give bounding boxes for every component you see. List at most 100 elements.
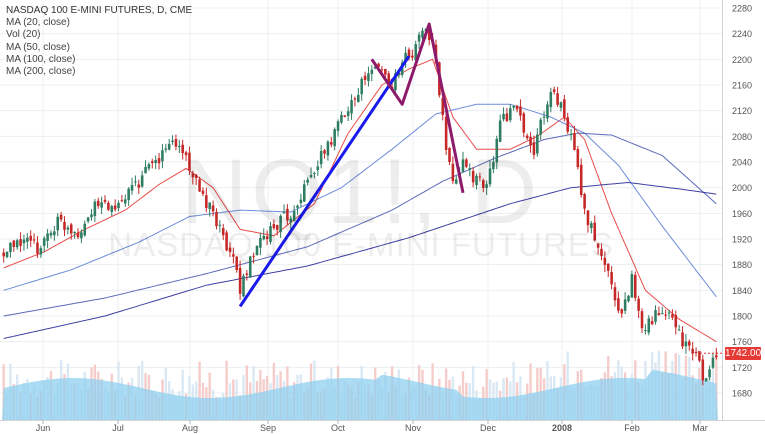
time-axis[interactable]: Jun Jul Aug Sep Oct Nov Dec 2008 Feb Mar: [36, 420, 708, 433]
candle-body: [96, 200, 100, 207]
price-tick-label: 1680: [732, 389, 752, 399]
candle-body: [80, 232, 83, 239]
candle-body: [573, 133, 576, 150]
ma200-line: [3, 181, 717, 339]
blue-trendline[interactable]: [238, 55, 411, 308]
candle-body: [610, 272, 613, 285]
candle-body: [586, 210, 590, 226]
price-axis[interactable]: 1680 1720 1760 1800 1840 1880 1920 1960 2000 2040…: [732, 4, 752, 399]
candle-body: [367, 73, 370, 81]
candle-body: [299, 199, 303, 204]
candle-body: [32, 239, 36, 241]
candle-body: [340, 114, 343, 123]
candle-body: [39, 248, 43, 255]
candle-body: [218, 224, 222, 226]
candle-body: [302, 184, 306, 202]
candle-body: [147, 164, 151, 169]
candle-body: [360, 78, 363, 95]
ma100-line: [3, 132, 717, 317]
candle-body: [623, 299, 627, 311]
candle-body: [448, 147, 451, 162]
time-tick-label: Sep: [260, 423, 276, 433]
candle-body: [127, 188, 130, 201]
candle-body: [181, 144, 184, 154]
candle-body: [637, 298, 640, 311]
chart-legend: NASDAQ 100 E-MINI FUTURES, D, CME MA (20…: [6, 5, 192, 78]
time-tick-label: Oct: [331, 423, 346, 433]
candle-body: [488, 168, 492, 185]
candle-body: [468, 168, 472, 170]
candle-body: [576, 149, 580, 168]
candle-body: [701, 359, 705, 381]
candle-body: [113, 205, 117, 210]
price-tick-label: 1760: [732, 337, 752, 347]
candle-body: [103, 199, 107, 202]
candle-body: [86, 217, 90, 222]
time-tick-label: Feb: [624, 423, 640, 433]
candle-body: [481, 180, 485, 188]
candle-body: [711, 357, 715, 368]
candle-body: [198, 179, 201, 192]
candle-body: [579, 164, 583, 196]
candle-body: [698, 351, 701, 361]
candle-body: [275, 225, 279, 230]
candle-body: [465, 159, 468, 167]
candle-body: [694, 351, 698, 354]
volume-bar: [208, 372, 211, 420]
candle-body: [215, 211, 218, 227]
legend-item-volume[interactable]: Vol (20): [6, 29, 41, 41]
candle-body: [590, 223, 593, 229]
legend-title[interactable]: NASDAQ 100 E-MINI FUTURES, D, CME: [6, 5, 193, 16]
legend-item-ma50[interactable]: MA (50, close): [6, 41, 70, 53]
candle-body: [201, 190, 205, 194]
candle-body: [684, 341, 688, 347]
candle-body: [667, 312, 671, 314]
candle-body: [613, 287, 617, 301]
candle-body: [188, 152, 191, 171]
candle-body: [627, 295, 630, 302]
candle-body: [384, 68, 387, 75]
candle-body: [600, 248, 603, 256]
price-tick-label: 1920: [732, 235, 752, 245]
price-tick-label: 1880: [732, 260, 752, 270]
candle-body: [178, 145, 181, 147]
candle-body: [42, 238, 46, 246]
candle-body: [485, 184, 488, 188]
purple-pattern[interactable]: [370, 22, 465, 194]
candle-body: [633, 274, 637, 298]
candle-body: [552, 89, 556, 92]
candle-body: [387, 73, 390, 87]
candle-body: [184, 152, 188, 156]
candle-body: [73, 232, 76, 234]
candle-body: [269, 226, 272, 243]
candle-body: [140, 175, 144, 187]
candle-body: [441, 97, 445, 116]
candle-body: [704, 378, 708, 382]
candle-body: [502, 113, 505, 120]
candle-body: [36, 242, 39, 254]
candle-body: [205, 195, 208, 208]
candle-body: [417, 34, 421, 42]
price-tick-label: 2080: [732, 132, 752, 142]
price-tick-label: 2120: [732, 106, 752, 116]
candle-body: [161, 150, 164, 162]
candle-body: [363, 75, 367, 80]
candle-body: [53, 231, 56, 236]
candle-body: [444, 116, 448, 150]
candle-body: [83, 223, 87, 236]
legend-item-ma100[interactable]: MA (100, close): [6, 53, 76, 65]
drawings[interactable]: [238, 22, 722, 354]
candle-body: [478, 176, 482, 178]
legend-item-ma200[interactable]: MA (200, close): [6, 66, 76, 78]
legend-item-ma20[interactable]: MA (20, close): [6, 17, 70, 29]
candle-body: [414, 44, 418, 61]
candle-body: [664, 314, 667, 316]
candle-body: [282, 211, 286, 214]
candle-body: [333, 129, 336, 147]
candle-body: [242, 275, 245, 297]
time-tick-label: Mar: [692, 423, 708, 433]
candle-body: [262, 235, 266, 240]
candle-body: [397, 72, 401, 76]
